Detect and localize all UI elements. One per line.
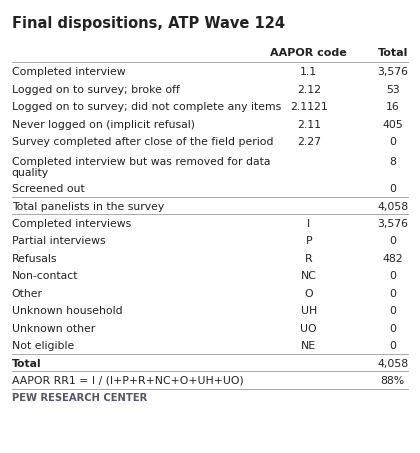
Text: 482: 482 (382, 254, 403, 264)
Text: Logged on to survey; did not complete any items: Logged on to survey; did not complete an… (12, 102, 281, 112)
Text: 405: 405 (382, 120, 403, 130)
Text: NE: NE (301, 341, 316, 351)
Text: 8: 8 (389, 157, 396, 167)
Text: Total: Total (12, 358, 42, 369)
Text: UO: UO (300, 323, 317, 334)
Text: 4,058: 4,058 (377, 358, 408, 369)
Text: AAPOR code: AAPOR code (270, 48, 347, 58)
Text: 0: 0 (389, 137, 396, 147)
Text: I: I (307, 219, 310, 229)
Text: 16: 16 (386, 102, 399, 112)
Text: 53: 53 (386, 85, 399, 95)
Text: 2.11: 2.11 (297, 120, 321, 130)
Text: Other: Other (12, 289, 43, 299)
Text: Refusals: Refusals (12, 254, 57, 264)
Text: 0: 0 (389, 306, 396, 316)
Text: 88%: 88% (381, 376, 405, 386)
Text: Unknown household: Unknown household (12, 306, 122, 316)
Text: Total panelists in the survey: Total panelists in the survey (12, 202, 164, 212)
Text: Completed interviews: Completed interviews (12, 219, 131, 229)
Text: NC: NC (301, 271, 317, 281)
Text: Never logged on (implicit refusal): Never logged on (implicit refusal) (12, 120, 195, 130)
Text: 2.1121: 2.1121 (290, 102, 328, 112)
Text: UH: UH (301, 306, 317, 316)
Text: Not eligible: Not eligible (12, 341, 74, 351)
Text: Final dispositions, ATP Wave 124: Final dispositions, ATP Wave 124 (12, 16, 285, 31)
Text: 4,058: 4,058 (377, 202, 408, 212)
Text: 0: 0 (389, 289, 396, 299)
Text: Logged on to survey; broke off: Logged on to survey; broke off (12, 85, 180, 95)
Text: AAPOR RR1 = I / (I+P+R+NC+O+UH+UO): AAPOR RR1 = I / (I+P+R+NC+O+UH+UO) (12, 376, 244, 386)
Text: 2.27: 2.27 (297, 137, 321, 147)
Text: R: R (305, 254, 312, 264)
Text: Survey completed after close of the field period: Survey completed after close of the fiel… (12, 137, 273, 147)
Text: O: O (304, 289, 313, 299)
Text: Total: Total (378, 48, 408, 58)
Text: 3,576: 3,576 (377, 219, 408, 229)
Text: Completed interview but was removed for data
quality: Completed interview but was removed for … (12, 157, 270, 178)
Text: PEW RESEARCH CENTER: PEW RESEARCH CENTER (12, 392, 147, 403)
Text: Unknown other: Unknown other (12, 323, 95, 334)
Text: 3,576: 3,576 (377, 67, 408, 77)
Text: 0: 0 (389, 271, 396, 281)
Text: Non-contact: Non-contact (12, 271, 78, 281)
Text: 0: 0 (389, 236, 396, 246)
Text: 2.12: 2.12 (297, 85, 321, 95)
Text: 0: 0 (389, 184, 396, 194)
Text: 1.1: 1.1 (300, 67, 317, 77)
Text: 0: 0 (389, 341, 396, 351)
Text: Screened out: Screened out (12, 184, 84, 194)
Text: 0: 0 (389, 323, 396, 334)
Text: Partial interviews: Partial interviews (12, 236, 105, 246)
Text: Completed interview: Completed interview (12, 67, 126, 77)
Text: P: P (305, 236, 312, 246)
